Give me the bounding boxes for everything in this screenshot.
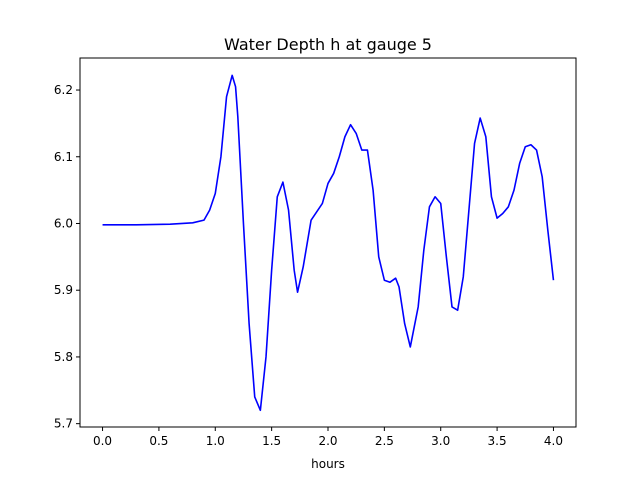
x-tick-label-4: 2.0 xyxy=(318,434,337,448)
y-tick-label-5: 6.2 xyxy=(54,83,73,97)
y-tick-label-3: 6.0 xyxy=(54,216,73,230)
y-tick-label-2: 5.9 xyxy=(54,283,73,297)
chart-title: Water Depth h at gauge 5 xyxy=(224,35,432,54)
y-tick-label-4: 6.1 xyxy=(54,150,73,164)
y-tick-label-1: 5.8 xyxy=(54,350,73,364)
x-tick-label-3: 1.5 xyxy=(262,434,281,448)
x-tick-label-7: 3.5 xyxy=(488,434,507,448)
plot-frame xyxy=(79,57,577,428)
series-line-0 xyxy=(102,74,555,412)
x-tick-label-0: 0.0 xyxy=(93,434,112,448)
plot-area: 0.0 0.5 1.0 1.5 2.0 2.5 3.0 3.5 4.0 5.7 5.8 5.9 6.0 6… xyxy=(54,57,577,448)
x-tick-label-1: 0.5 xyxy=(149,434,168,448)
x-tick-label-5: 2.5 xyxy=(375,434,394,448)
x-tick-label-2: 1.0 xyxy=(206,434,225,448)
x-tick-label-8: 4.0 xyxy=(544,434,563,448)
x-axis-label: hours xyxy=(311,457,345,471)
x-tick-label-6: 3.0 xyxy=(431,434,450,448)
y-tick-label-0: 5.7 xyxy=(54,417,73,431)
